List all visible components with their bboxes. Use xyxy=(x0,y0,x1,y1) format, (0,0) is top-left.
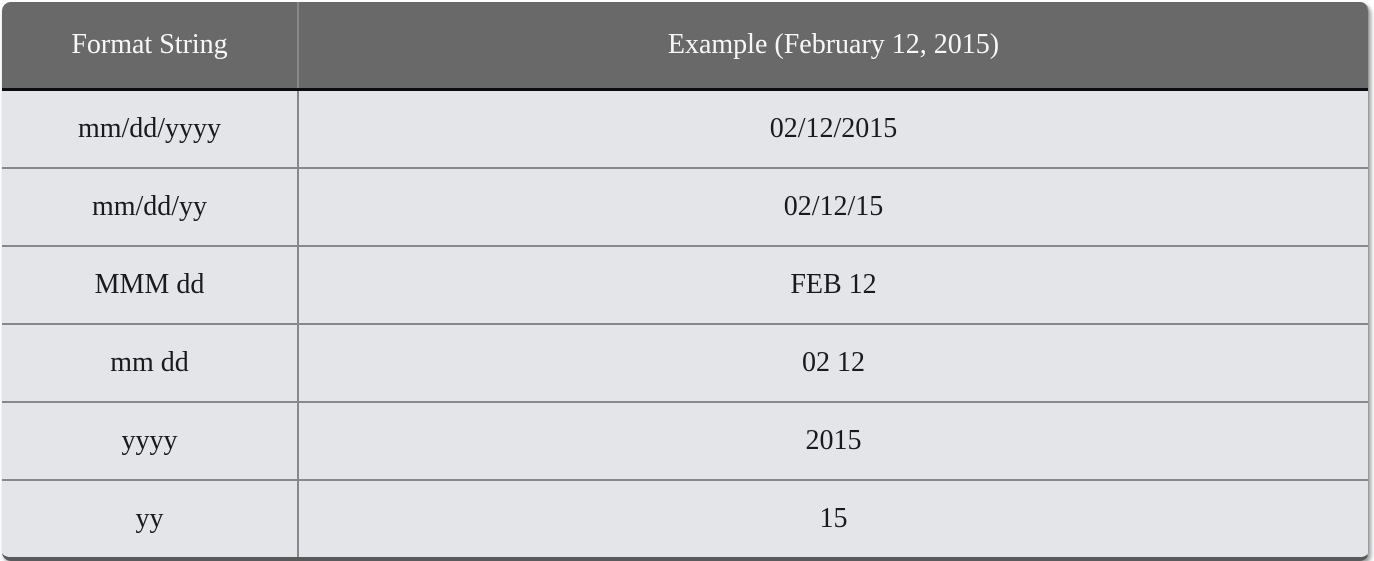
format-string-cell: yyyy xyxy=(2,401,298,480)
table-header: Format String Example (February 12, 2015… xyxy=(2,2,1368,91)
format-string-cell: MMM dd xyxy=(2,245,298,324)
example-cell: 02/12/15 xyxy=(297,167,1368,246)
example-cell: 02/12/2015 xyxy=(297,89,1368,168)
table-row: MMM dd FEB 12 xyxy=(2,245,1368,324)
format-string-cell: yy xyxy=(2,479,298,557)
format-string-cell: mm/dd/yy xyxy=(2,167,298,246)
format-string-cell: mm dd xyxy=(2,323,298,402)
table-row: mm/dd/yyyy 02/12/2015 xyxy=(2,89,1368,168)
table-row: yyyy 2015 xyxy=(2,401,1368,480)
example-cell: 2015 xyxy=(297,401,1368,480)
example-cell: FEB 12 xyxy=(297,245,1368,324)
table-row: yy 15 xyxy=(2,479,1368,557)
example-cell: 15 xyxy=(297,479,1368,557)
table-row: mm/dd/yy 02/12/15 xyxy=(2,167,1368,246)
column-header-format-string: Format String xyxy=(2,2,298,91)
format-string-cell: mm/dd/yyyy xyxy=(2,89,298,168)
column-header-example: Example (February 12, 2015) xyxy=(297,2,1368,91)
header-row: Format String Example (February 12, 2015… xyxy=(2,2,1368,91)
example-cell: 02 12 xyxy=(297,323,1368,402)
table-row: mm dd 02 12 xyxy=(2,323,1368,402)
table-body: mm/dd/yyyy 02/12/2015 mm/dd/yy 02/12/15 MMM … xyxy=(2,89,1368,557)
